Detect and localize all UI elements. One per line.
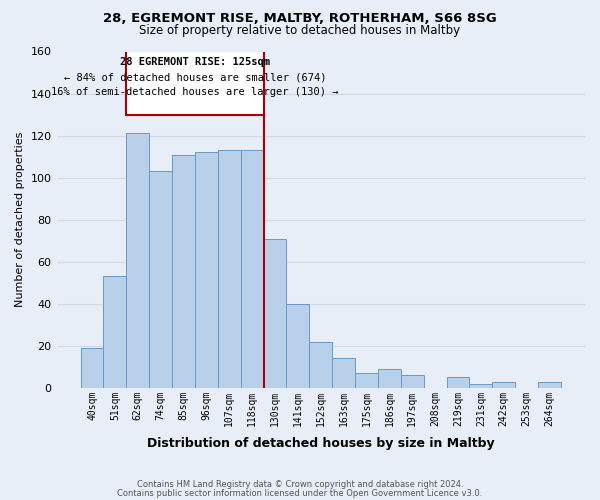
Bar — [401, 375, 424, 388]
Bar — [263, 238, 286, 388]
Y-axis label: Number of detached properties: Number of detached properties — [15, 132, 25, 308]
Bar — [378, 369, 401, 388]
Bar — [127, 134, 149, 388]
Bar — [332, 358, 355, 388]
Bar — [310, 342, 332, 388]
Text: Size of property relative to detached houses in Maltby: Size of property relative to detached ho… — [139, 24, 461, 37]
Bar — [446, 378, 469, 388]
Bar — [241, 150, 263, 388]
Bar — [218, 150, 241, 388]
Bar — [195, 152, 218, 388]
Bar — [127, 52, 263, 114]
Bar — [149, 172, 172, 388]
Text: 28, EGREMONT RISE, MALTBY, ROTHERHAM, S66 8SG: 28, EGREMONT RISE, MALTBY, ROTHERHAM, S6… — [103, 12, 497, 26]
Bar — [538, 382, 561, 388]
Bar — [355, 373, 378, 388]
Bar — [172, 154, 195, 388]
Bar — [80, 348, 103, 388]
X-axis label: Distribution of detached houses by size in Maltby: Distribution of detached houses by size … — [147, 437, 494, 450]
Text: 16% of semi-detached houses are larger (130) →: 16% of semi-detached houses are larger (… — [51, 87, 338, 97]
Bar — [103, 276, 127, 388]
Text: 28 EGREMONT RISE: 125sqm: 28 EGREMONT RISE: 125sqm — [120, 57, 270, 67]
Text: Contains HM Land Registry data © Crown copyright and database right 2024.: Contains HM Land Registry data © Crown c… — [137, 480, 463, 489]
Bar — [493, 382, 515, 388]
Text: Contains public sector information licensed under the Open Government Licence v3: Contains public sector information licen… — [118, 488, 482, 498]
Text: ← 84% of detached houses are smaller (674): ← 84% of detached houses are smaller (67… — [64, 72, 326, 83]
Bar — [286, 304, 310, 388]
Bar — [469, 384, 493, 388]
